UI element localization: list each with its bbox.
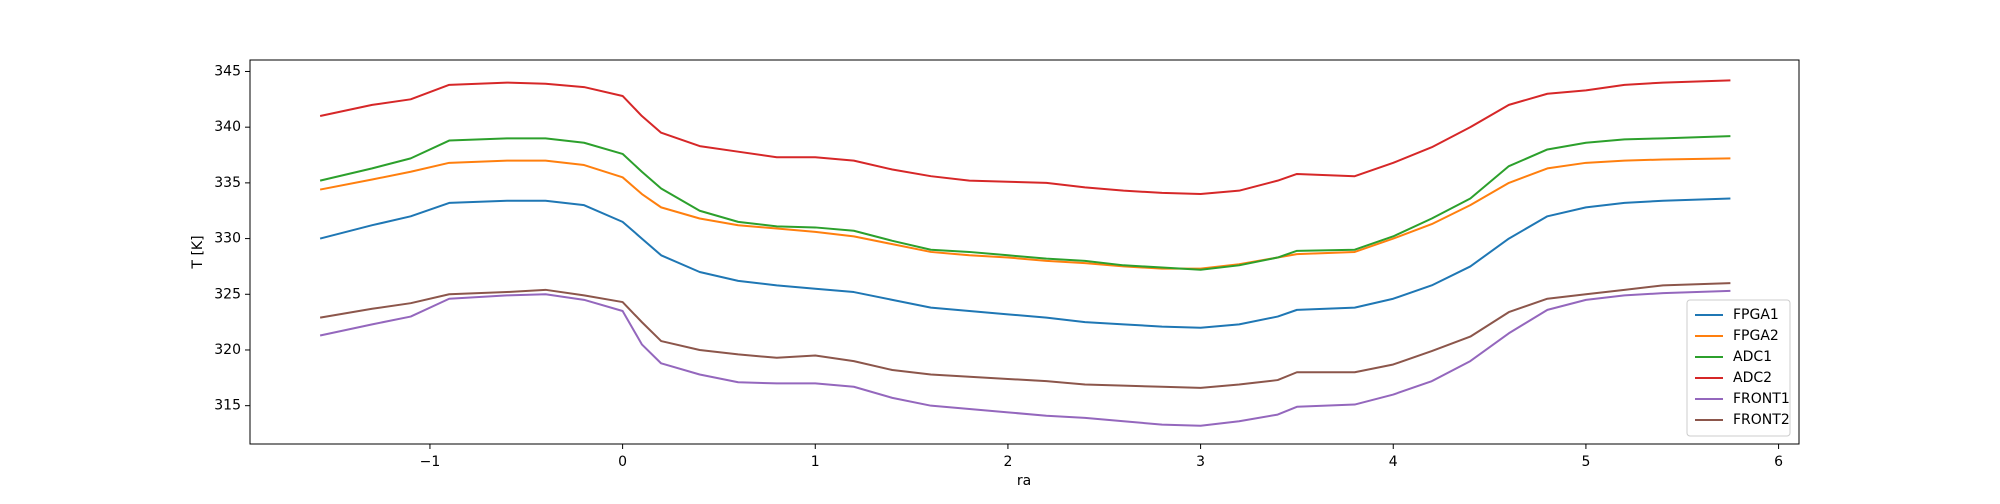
legend-box xyxy=(1686,299,1791,437)
data-line xyxy=(319,197,1731,329)
legend-label: ADC2 xyxy=(1733,370,1772,386)
legend: FPGA1 FPGA2 ADC1 ADC2 FRONT1 FRONT2 xyxy=(1686,299,1791,437)
x-tick-label: 2 xyxy=(1003,454,1012,470)
legend-label: FRONT2 xyxy=(1733,412,1790,428)
data-line xyxy=(319,79,1731,196)
y-tick-label: 340 xyxy=(214,119,241,135)
y-axis-label: T [K] xyxy=(190,235,206,269)
plot-frame xyxy=(249,59,1800,445)
y-tick-label: 325 xyxy=(214,286,241,302)
legend-label: ADC1 xyxy=(1733,349,1772,365)
x-tick-label: 1 xyxy=(811,454,820,470)
y-tick-label: 345 xyxy=(214,63,241,79)
y-tick-label: 335 xyxy=(214,175,241,191)
x-tick-label: 4 xyxy=(1389,454,1398,470)
legend-label: FPGA2 xyxy=(1733,328,1779,344)
x-tick-label: 0 xyxy=(618,454,627,470)
data-line xyxy=(319,135,1731,271)
data-line xyxy=(319,282,1731,389)
data-line xyxy=(319,289,1731,427)
x-tick-label: 5 xyxy=(1581,454,1590,470)
x-axis-label: ra xyxy=(1017,473,1031,489)
y-tick-label: 330 xyxy=(214,231,241,247)
x-tick-label: 6 xyxy=(1774,454,1783,470)
x-tick-label: 3 xyxy=(1196,454,1205,470)
data-line xyxy=(319,157,1731,270)
legend-label: FPGA1 xyxy=(1733,307,1779,323)
y-tick-label: 315 xyxy=(214,398,241,414)
x-tick-label: −1 xyxy=(420,454,441,470)
y-tick-label: 320 xyxy=(214,342,241,358)
legend-label: FRONT1 xyxy=(1733,391,1790,407)
